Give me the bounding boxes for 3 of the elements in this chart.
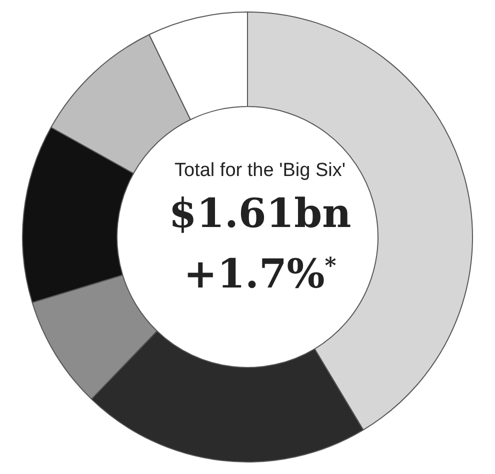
text: $1.61bn [168,189,352,239]
text: Total for the 'Big Six' [174,160,346,182]
text: +1.7%$^{*}$ [182,249,338,300]
